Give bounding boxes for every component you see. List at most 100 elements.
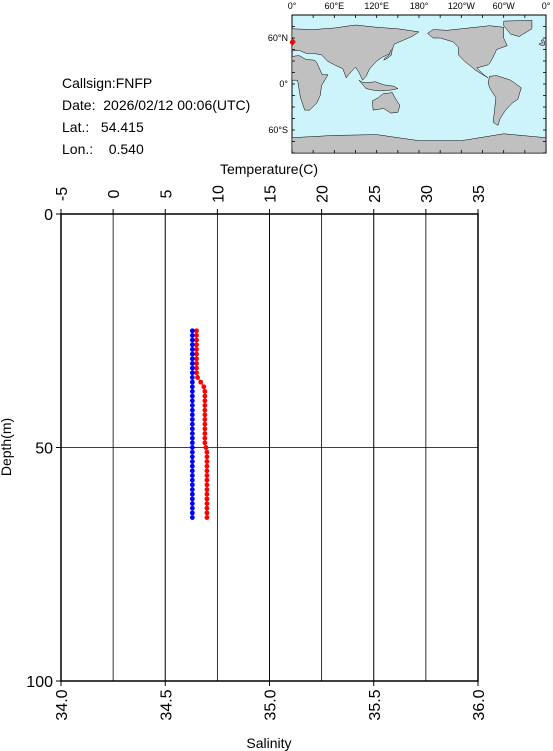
salinity-tick-label: 34.5 xyxy=(158,689,175,720)
temperature-point xyxy=(194,370,199,376)
temperature-point xyxy=(194,337,199,343)
landmass xyxy=(291,24,420,81)
temperature-point xyxy=(194,361,199,366)
map-lon-label: 0° xyxy=(542,1,551,11)
temperature-point xyxy=(204,487,210,492)
station-info: Callsign:FNFP Date: 2026/02/12 00:06(UTC… xyxy=(62,72,250,160)
temperature-point xyxy=(204,505,210,511)
salinity-point xyxy=(189,482,195,488)
salinity-point xyxy=(189,496,195,502)
temperature-point xyxy=(204,468,210,474)
map-lat-labels: 60°N 0° 60°S xyxy=(268,33,289,135)
temperature-point xyxy=(202,435,208,441)
salinity-point xyxy=(189,491,195,497)
temperature-tick-label: 0 xyxy=(106,189,123,198)
date-label: Date: 2026/02/12 00:06(UTC) xyxy=(62,97,251,113)
temperature-point xyxy=(194,351,199,357)
salinity-point xyxy=(189,463,195,469)
callsign-label: Callsign:FNFP xyxy=(62,75,153,91)
temperature-point xyxy=(204,454,210,460)
salinity-point xyxy=(189,361,195,366)
landmass xyxy=(487,75,522,126)
grid xyxy=(60,213,479,682)
salinity-point xyxy=(189,431,195,436)
temperature-point xyxy=(204,491,210,497)
salinity-point xyxy=(189,393,195,399)
temperature-point xyxy=(194,333,199,338)
landmass xyxy=(291,55,329,111)
salinity-point xyxy=(189,398,195,404)
station-marker xyxy=(289,39,295,45)
temperature-point xyxy=(204,459,210,464)
salinity-point xyxy=(189,435,195,441)
salinity-point xyxy=(189,384,195,390)
temperature-axis: -5 0 5 10 15 20 25 30 35 xyxy=(54,185,488,214)
temperature-tick-label: 25 xyxy=(367,185,384,203)
temperature-point xyxy=(198,379,204,385)
temperature-point xyxy=(203,445,209,450)
temperature-point xyxy=(194,356,199,362)
landmass xyxy=(372,92,401,114)
depth-tick-label: 50 xyxy=(35,441,53,458)
depth-axis-title: Depth(m) xyxy=(0,418,14,476)
salinity-point xyxy=(189,459,195,464)
salinity-point xyxy=(189,328,195,334)
salinity-point xyxy=(189,421,195,427)
temperature-point xyxy=(195,375,200,380)
map-lon-label: 60°W xyxy=(493,1,516,11)
salinity-series xyxy=(189,328,195,520)
salinity-tick-label: 34.0 xyxy=(54,689,71,720)
depth-tick-label: 0 xyxy=(44,207,53,224)
salinity-point xyxy=(189,473,195,478)
temperature-point xyxy=(202,440,208,446)
temperature-point xyxy=(201,384,207,390)
salinity-point xyxy=(189,501,195,506)
salinity-point xyxy=(189,515,195,520)
temperature-point xyxy=(194,365,199,371)
temperature-point xyxy=(202,403,208,408)
temperature-tick-label: 20 xyxy=(315,185,332,203)
temperature-point xyxy=(202,421,208,427)
temperature-point xyxy=(204,515,210,520)
temperature-point xyxy=(204,482,210,488)
temperature-point xyxy=(202,398,208,404)
map-lon-label: 0° xyxy=(288,1,297,11)
lon-label: Lon.: 0.540 xyxy=(62,141,144,157)
temperature-tick-label: 35 xyxy=(471,185,488,203)
map-lon-label: 120°W xyxy=(448,1,476,11)
salinity-point xyxy=(189,510,195,516)
salinity-tick-label: 36.0 xyxy=(471,689,488,720)
temperature-point xyxy=(204,496,210,502)
salinity-tick-label: 35.5 xyxy=(367,689,384,720)
map-lon-label: 60°E xyxy=(325,1,345,11)
salinity-point xyxy=(189,342,195,348)
temperature-point xyxy=(202,389,208,394)
depth-axis: 0 50 100 xyxy=(26,207,61,691)
map-lat-label: 60°N xyxy=(268,33,288,43)
salinity-point xyxy=(189,379,195,385)
series-layer xyxy=(189,328,210,520)
temperature-series xyxy=(194,328,210,520)
salinity-point xyxy=(189,351,195,357)
map-lat-label: 60°S xyxy=(268,125,288,135)
landmass xyxy=(538,39,545,46)
temperature-tick-label: -5 xyxy=(54,187,71,201)
landmass xyxy=(427,25,508,79)
lat-label: Lat.: 54.415 xyxy=(62,119,144,135)
salinity-point xyxy=(189,417,195,422)
temperature-point xyxy=(202,412,208,418)
salinity-point xyxy=(189,337,195,343)
landmass xyxy=(358,79,399,92)
landmass xyxy=(383,49,393,61)
salinity-point xyxy=(189,477,195,483)
salinity-point xyxy=(189,407,195,413)
map-lon-label: 120°E xyxy=(364,1,389,11)
salinity-point xyxy=(189,426,195,432)
salinity-point xyxy=(189,412,195,418)
temperature-point xyxy=(204,477,210,483)
temperature-point xyxy=(194,342,199,348)
temperature-point xyxy=(194,347,199,352)
salinity-point xyxy=(189,468,195,474)
salinity-point xyxy=(189,403,195,408)
